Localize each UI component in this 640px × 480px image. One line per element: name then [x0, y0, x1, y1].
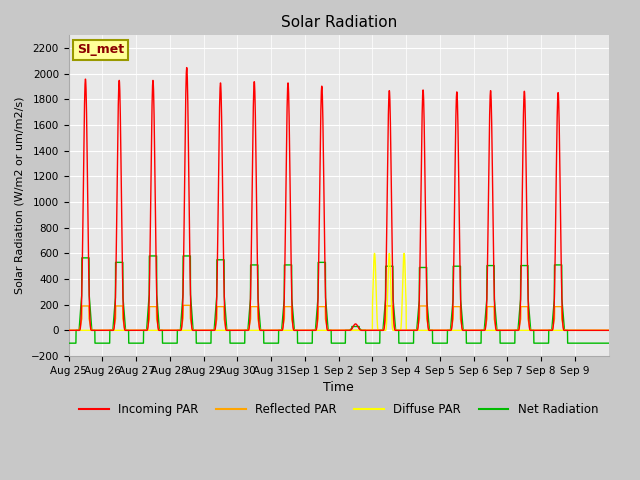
X-axis label: Time: Time: [323, 381, 354, 394]
Text: SI_met: SI_met: [77, 43, 124, 56]
Title: Solar Radiation: Solar Radiation: [280, 15, 397, 30]
Legend: Incoming PAR, Reflected PAR, Diffuse PAR, Net Radiation: Incoming PAR, Reflected PAR, Diffuse PAR…: [74, 398, 603, 420]
Y-axis label: Solar Radiation (W/m2 or um/m2/s): Solar Radiation (W/m2 or um/m2/s): [15, 97, 25, 294]
